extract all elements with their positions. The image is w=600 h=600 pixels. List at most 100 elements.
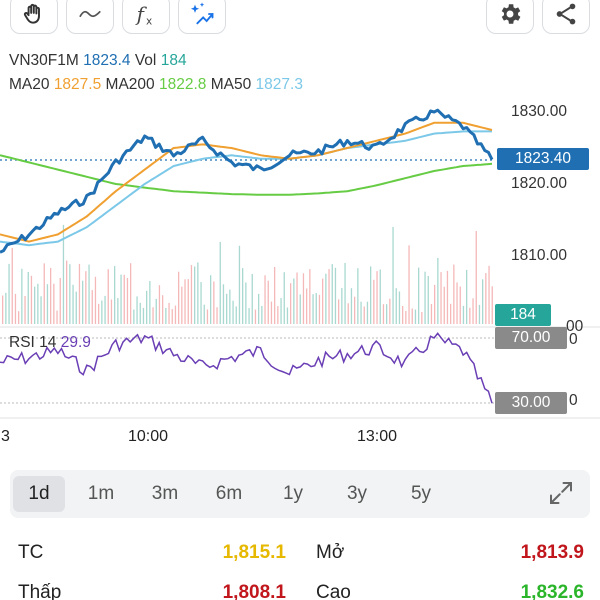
volume-bar — [213, 281, 215, 324]
volume-bar — [107, 269, 109, 324]
volume-bar — [40, 296, 42, 324]
legend-row-1: VN30F1M 1823.4 Vol 184 — [9, 52, 187, 70]
vol-label: Vol — [134, 52, 157, 69]
volume-bar — [459, 286, 461, 324]
ma50-label: MA50 — [210, 76, 252, 93]
volume-bar — [171, 309, 173, 324]
volume-bar — [2, 295, 4, 324]
volume-bar — [62, 224, 65, 324]
volume-bar — [226, 293, 228, 324]
volume-bar — [139, 302, 141, 324]
share-icon — [556, 3, 576, 25]
range-6m-button[interactable]: 6m — [215, 483, 243, 504]
volume-bar — [75, 291, 77, 324]
volume-bar — [142, 307, 145, 324]
range-3m-button[interactable]: 3m — [151, 483, 179, 504]
price-chart[interactable] — [0, 0, 600, 460]
ai-insight-button[interactable] — [178, 0, 226, 34]
volume-bar — [78, 263, 81, 324]
volume-tag: 184 — [495, 304, 551, 326]
rsi-cut-label: 0 — [569, 392, 578, 409]
volume-bar — [69, 264, 71, 324]
volume-bar — [117, 298, 119, 324]
volume-bar — [450, 303, 452, 324]
sparkle-icon — [190, 2, 214, 25]
high-value: 1,832.6 — [520, 582, 584, 600]
line-tool-button[interactable] — [66, 0, 114, 34]
volume-bar — [283, 272, 285, 324]
volume-bar — [341, 288, 343, 324]
volume-bar — [37, 283, 39, 324]
volume-bar — [261, 306, 263, 324]
volume-bar — [322, 278, 324, 324]
volume-bar — [152, 307, 154, 324]
current-price-tag: 1823.40 — [497, 148, 589, 170]
range-3y-button[interactable]: 3y — [346, 483, 368, 504]
volume-bar — [59, 278, 61, 324]
volume-bar — [296, 272, 298, 324]
indicator-button[interactable]: f x — [122, 0, 170, 34]
volume-bar — [56, 310, 58, 324]
volume-bar — [232, 300, 234, 324]
legend-row-2: MA20 1827.5 MA200 1822.8 MA50 1827.3 — [9, 76, 303, 94]
volume-bar — [478, 304, 481, 324]
time-axis-label: 13:00 — [357, 428, 398, 445]
volume-bar — [373, 279, 375, 324]
volume-bar — [242, 268, 244, 324]
volume-bar — [411, 308, 413, 324]
volume-bar — [245, 282, 247, 324]
volume-bar — [174, 305, 177, 324]
volume-bar — [357, 268, 359, 324]
volume-bar — [315, 293, 317, 324]
volume-bar — [456, 282, 458, 324]
volume-bar — [18, 311, 20, 324]
expand-icon — [550, 482, 572, 504]
volume-bar — [251, 274, 253, 324]
hand-tool-button[interactable] — [10, 0, 58, 34]
price-axis-cut-label: 00 — [566, 318, 584, 335]
volume-bar — [85, 271, 87, 324]
volume-bar — [123, 274, 125, 324]
range-1d-button[interactable]: 1d — [13, 476, 65, 512]
vol-value: 184 — [160, 52, 187, 69]
volume-bar — [475, 231, 477, 324]
volume-bar — [24, 296, 26, 324]
ma200-value: 1822.8 — [158, 76, 207, 93]
volume-bar — [443, 286, 445, 324]
settings-button[interactable] — [486, 0, 534, 34]
share-button[interactable] — [542, 0, 590, 34]
price-line — [0, 108, 494, 254]
volume-bar — [491, 286, 493, 324]
volume-bar — [197, 262, 199, 324]
volume-bar — [485, 273, 487, 324]
volume-bar — [306, 288, 308, 324]
range-5y-button[interactable]: 5y — [410, 483, 432, 504]
volume-bar — [43, 263, 45, 324]
rsi-upper-tag: 70.00 — [495, 327, 567, 349]
expand-chart-button[interactable] — [546, 478, 576, 513]
gear-icon — [501, 4, 521, 24]
ma200-label: MA200 — [105, 76, 155, 93]
volume-bar — [293, 278, 295, 324]
volume-bar — [222, 284, 225, 324]
rsi-lower-tag: 30.00 — [495, 392, 567, 414]
volume-bar — [8, 263, 10, 324]
volume-bar — [389, 298, 391, 324]
volume-bar — [14, 293, 17, 324]
volume-bar — [318, 294, 321, 324]
range-1y-button[interactable]: 1y — [282, 483, 304, 504]
range-1m-button[interactable]: 1m — [87, 483, 115, 504]
volume-bar — [395, 288, 397, 324]
volume-bar — [360, 301, 362, 324]
rsi-label: RSI 14 — [9, 334, 57, 351]
volume-bars — [2, 224, 493, 324]
low-label: Thấp — [18, 582, 62, 600]
tc-value: 1,815.1 — [222, 542, 286, 563]
volume-bar — [158, 285, 161, 324]
volume-bar — [133, 309, 135, 324]
volume-bar — [382, 304, 385, 324]
range-selector: 1d 1m 3m 6m 1y 3y 5y — [10, 470, 590, 518]
volume-bar — [146, 290, 148, 324]
rsi-cut-label: 0 — [569, 331, 578, 348]
volume-bar — [50, 267, 52, 324]
